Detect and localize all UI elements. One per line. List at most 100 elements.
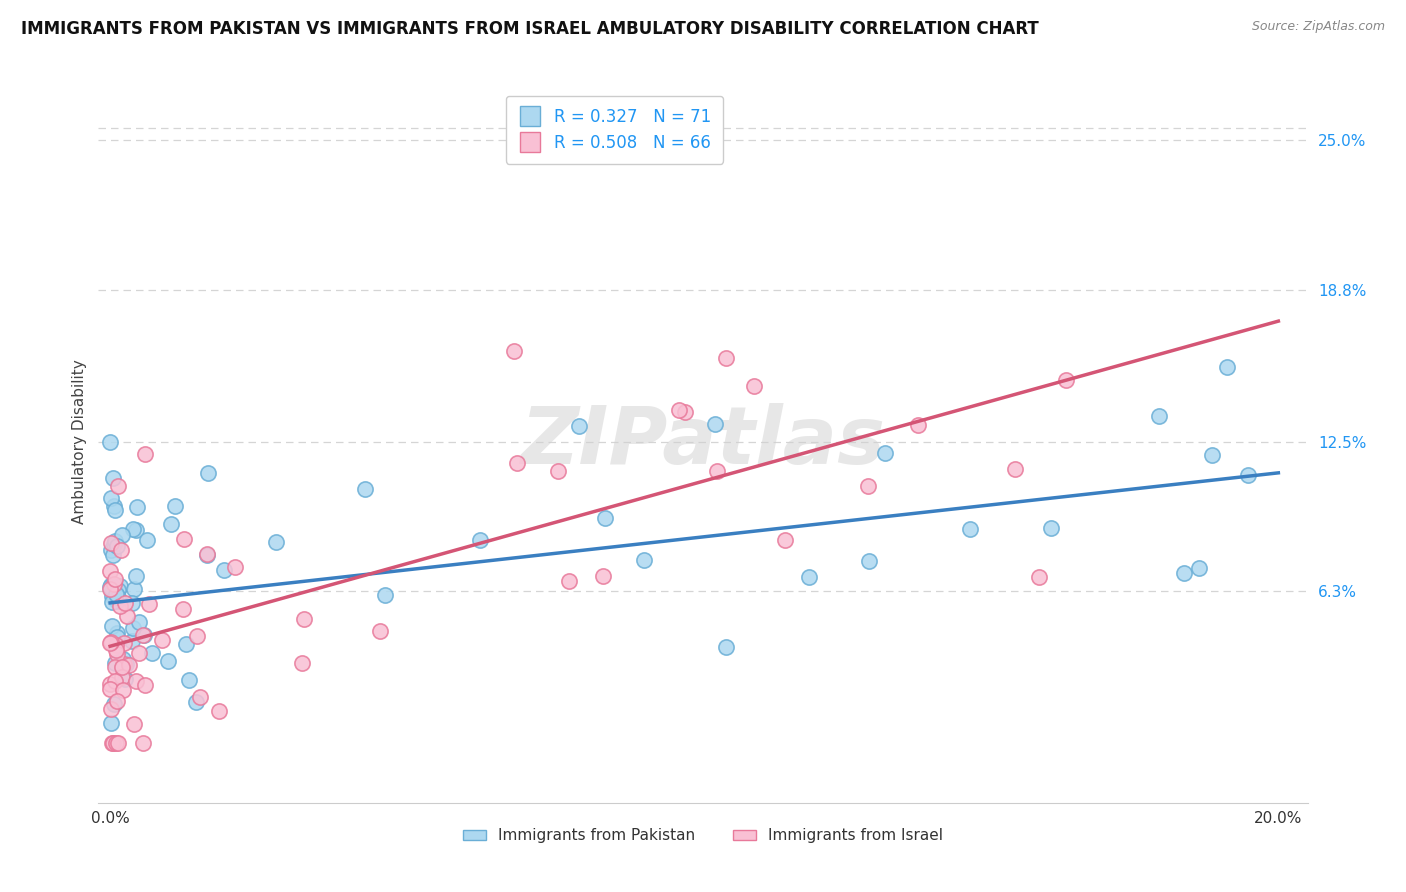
Point (104, 586, 127, 600)
Point (98, 580, 121, 594)
Point (593, 511, 616, 525)
Point (100, 536, 122, 550)
Point (744, 378, 766, 392)
Point (100, 702, 122, 716)
Point (105, 643, 128, 657)
Point (100, 634, 122, 648)
Point (1188, 561, 1211, 575)
Point (105, 647, 128, 661)
Point (773, 533, 796, 548)
Point (98, 582, 121, 596)
Point (121, 634, 143, 648)
Point (98, 636, 121, 650)
Point (160, 517, 183, 532)
Point (104, 572, 127, 586)
Point (104, 660, 127, 674)
Point (103, 576, 125, 591)
Point (134, 628, 156, 642)
Point (104, 591, 127, 606)
Point (115, 657, 138, 671)
Point (111, 660, 134, 674)
Point (125, 569, 148, 583)
Point (98, 676, 121, 690)
Point (104, 503, 127, 517)
Point (172, 602, 194, 616)
Point (115, 609, 138, 624)
Point (1173, 566, 1195, 580)
Point (105, 593, 128, 607)
Point (101, 595, 124, 609)
Point (132, 628, 155, 642)
Point (165, 499, 187, 513)
Point (121, 596, 143, 610)
Point (101, 735, 124, 749)
Point (105, 539, 128, 553)
Point (195, 547, 218, 561)
Point (1147, 409, 1170, 423)
Point (858, 554, 880, 568)
Point (797, 570, 820, 584)
Point (101, 735, 124, 749)
Point (354, 482, 377, 496)
Point (714, 351, 737, 365)
Point (101, 619, 124, 633)
Text: Source: ZipAtlas.com: Source: ZipAtlas.com (1251, 20, 1385, 33)
Point (174, 637, 197, 651)
Point (1237, 468, 1260, 483)
Point (873, 446, 896, 460)
Point (105, 630, 128, 644)
Point (105, 735, 128, 749)
Point (100, 716, 122, 731)
Point (105, 638, 128, 652)
Point (101, 548, 124, 562)
Point (907, 417, 929, 432)
Point (100, 578, 122, 592)
Point (558, 574, 581, 588)
Point (716, 640, 738, 654)
Text: ZIPatlas: ZIPatlas (520, 402, 886, 481)
Point (125, 674, 148, 689)
Point (173, 532, 195, 546)
Point (108, 599, 131, 613)
Point (1004, 462, 1026, 476)
Point (100, 682, 122, 697)
Point (122, 621, 145, 635)
Point (107, 583, 129, 598)
Point (547, 464, 569, 478)
Point (114, 672, 136, 686)
Point (177, 673, 200, 687)
Point (633, 552, 655, 566)
Point (135, 533, 157, 547)
Point (103, 697, 125, 711)
Point (374, 588, 396, 602)
Point (104, 656, 127, 670)
Point (122, 582, 145, 596)
Point (668, 402, 690, 417)
Point (125, 523, 148, 537)
Point (1039, 521, 1062, 535)
Point (105, 625, 128, 640)
Point (505, 456, 527, 470)
Point (150, 632, 173, 647)
Point (105, 694, 128, 708)
Text: IMMIGRANTS FROM PAKISTAN VS IMMIGRANTS FROM ISRAEL AMBULATORY DISABILITY CORRELA: IMMIGRANTS FROM PAKISTAN VS IMMIGRANTS F… (21, 20, 1039, 37)
Point (704, 417, 727, 431)
Point (368, 624, 391, 638)
Point (107, 590, 129, 604)
Point (100, 543, 122, 558)
Point (266, 535, 288, 549)
Point (959, 522, 981, 536)
Point (568, 419, 591, 434)
Point (184, 695, 207, 709)
Point (503, 343, 526, 358)
Point (592, 569, 614, 583)
Point (673, 404, 696, 418)
Point (1216, 360, 1239, 375)
Point (186, 630, 208, 644)
Point (101, 471, 124, 485)
Point (112, 657, 135, 671)
Point (100, 491, 122, 505)
Point (122, 717, 145, 731)
Point (134, 678, 156, 692)
Point (208, 704, 231, 718)
